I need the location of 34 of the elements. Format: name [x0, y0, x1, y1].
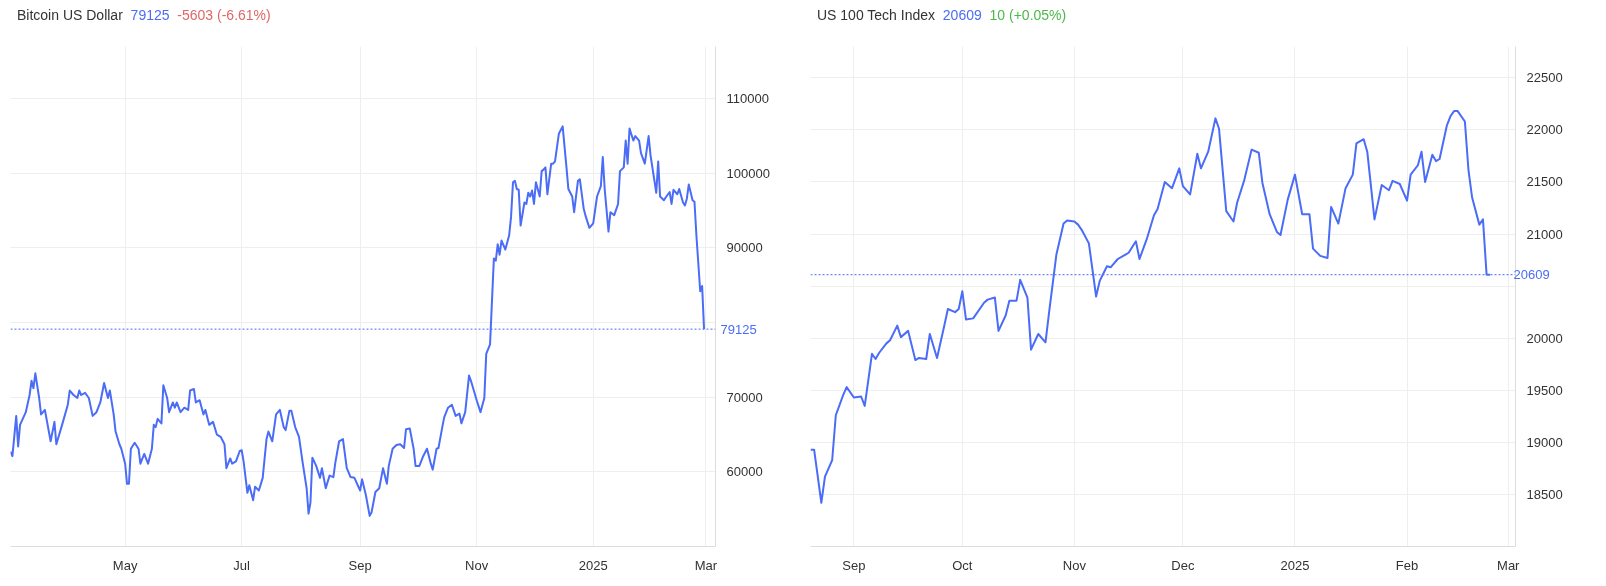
chart-title: Bitcoin US Dollar [17, 7, 123, 23]
x-tick-label: Nov [1062, 557, 1087, 573]
x-tick-label: Dec [1171, 557, 1195, 573]
x-tick-label: Sep [842, 557, 866, 573]
y-tick-label: 20000 [1526, 330, 1563, 346]
y-tick-label: 110000 [726, 91, 769, 107]
y-tick-label: 19000 [1526, 434, 1563, 450]
y-tick-label: 60000 [726, 464, 763, 480]
y-tick-label: 100000 [726, 165, 770, 181]
x-tick-label: Mar [1497, 557, 1521, 573]
x-tick-label: Sep [348, 557, 372, 573]
x-tick-label: Nov [465, 557, 489, 573]
ref-line-label: 20609 [1513, 267, 1550, 283]
x-tick-label: Jul [233, 557, 251, 573]
text: 10 (+0.05%) [989, 7, 1067, 23]
text: 20609 [942, 7, 982, 23]
x-tick-label: 2025 [1280, 557, 1310, 573]
y-tick-label: 21000 [1526, 226, 1563, 242]
x-tick-label: 2025 [578, 557, 608, 573]
y-tick-label: 90000 [726, 240, 763, 256]
x-tick-label: May [112, 557, 138, 573]
x-tick-label: Feb [1395, 557, 1419, 573]
text: -5603 (-6.61%) [177, 7, 271, 23]
chart-title: US 100 Tech Index [817, 7, 936, 23]
ref-line-label: 79125 [720, 321, 757, 337]
y-tick-label: 21500 [1526, 174, 1563, 190]
y-tick-label: 18500 [1526, 486, 1563, 502]
x-tick-label: Oct [952, 557, 973, 573]
y-tick-label: 22000 [1526, 122, 1563, 138]
y-tick-label: 22500 [1526, 70, 1563, 86]
text: 79125 [130, 7, 170, 23]
y-tick-label: 70000 [726, 389, 763, 405]
y-tick-label: 19500 [1526, 382, 1563, 398]
x-tick-label: Mar [694, 557, 718, 573]
